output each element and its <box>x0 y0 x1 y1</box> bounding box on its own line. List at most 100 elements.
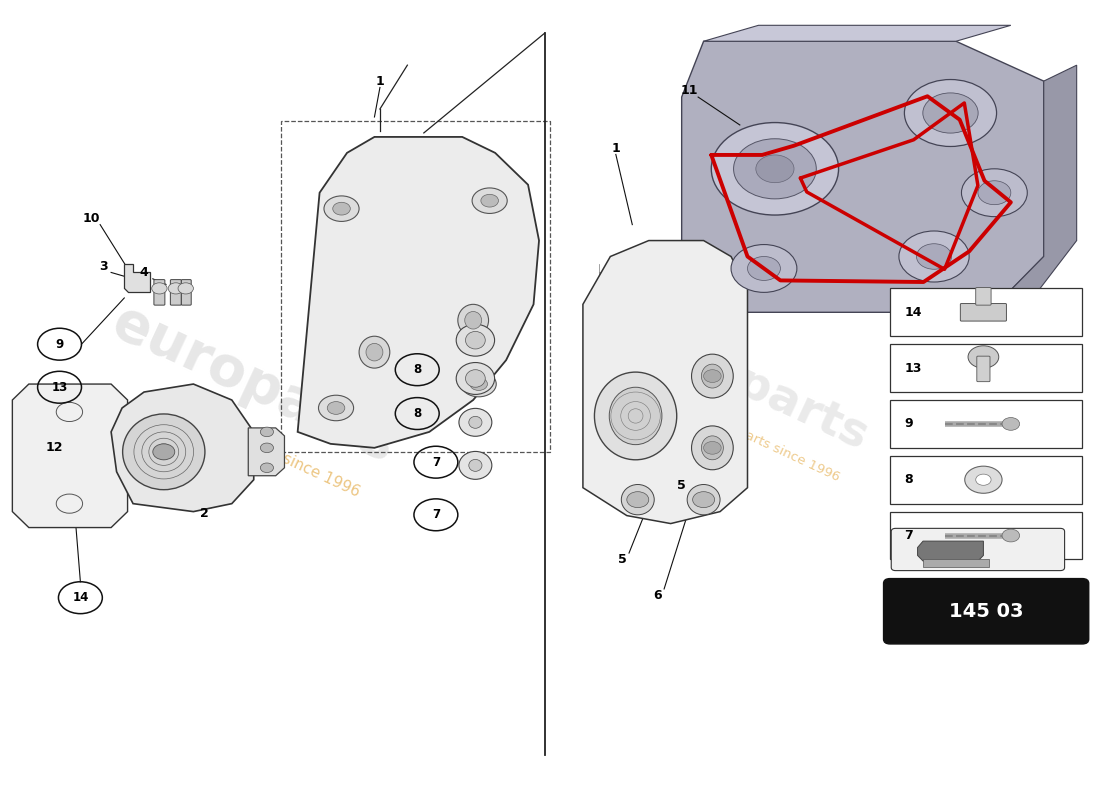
Circle shape <box>332 202 350 215</box>
Text: 9: 9 <box>904 418 913 430</box>
Circle shape <box>461 371 496 397</box>
Ellipse shape <box>459 408 492 436</box>
Circle shape <box>916 244 952 270</box>
Text: 2: 2 <box>200 506 209 520</box>
Text: a passion for parts since 1996: a passion for parts since 1996 <box>145 388 362 499</box>
Circle shape <box>319 395 353 421</box>
Circle shape <box>899 231 969 282</box>
Circle shape <box>470 378 487 390</box>
Text: 12: 12 <box>45 442 63 454</box>
Ellipse shape <box>702 364 724 388</box>
Ellipse shape <box>609 387 662 445</box>
Ellipse shape <box>465 331 485 349</box>
Ellipse shape <box>621 485 654 515</box>
Circle shape <box>904 79 997 146</box>
Ellipse shape <box>359 336 389 368</box>
Polygon shape <box>583 241 748 523</box>
Text: 5: 5 <box>678 479 686 492</box>
Ellipse shape <box>456 324 495 356</box>
FancyBboxPatch shape <box>890 400 1082 448</box>
Circle shape <box>261 427 274 437</box>
FancyBboxPatch shape <box>890 344 1082 392</box>
Polygon shape <box>12 384 128 527</box>
Ellipse shape <box>469 459 482 471</box>
Circle shape <box>756 155 794 182</box>
Text: a passion for parts since 1996: a passion for parts since 1996 <box>653 387 842 484</box>
Polygon shape <box>989 65 1077 312</box>
Circle shape <box>976 474 991 486</box>
Ellipse shape <box>456 362 495 394</box>
Text: 8: 8 <box>414 407 421 420</box>
Polygon shape <box>682 42 1044 312</box>
Text: 14: 14 <box>904 306 922 319</box>
Text: 4: 4 <box>140 266 148 279</box>
Ellipse shape <box>692 354 734 398</box>
Polygon shape <box>704 26 1011 42</box>
Text: 6: 6 <box>653 589 662 602</box>
Circle shape <box>923 93 978 133</box>
Circle shape <box>693 492 715 508</box>
Text: 7: 7 <box>432 508 440 522</box>
FancyBboxPatch shape <box>890 512 1082 559</box>
Text: 13: 13 <box>52 381 68 394</box>
FancyBboxPatch shape <box>890 288 1082 336</box>
Circle shape <box>472 188 507 214</box>
Circle shape <box>261 463 274 473</box>
Text: 13: 13 <box>904 362 922 374</box>
Polygon shape <box>124 265 150 292</box>
Circle shape <box>748 257 780 281</box>
Text: 11: 11 <box>681 84 698 97</box>
Circle shape <box>1002 418 1020 430</box>
FancyBboxPatch shape <box>976 287 991 305</box>
Circle shape <box>178 283 194 294</box>
Circle shape <box>712 122 838 215</box>
Text: 1: 1 <box>375 74 384 88</box>
Text: 145 03: 145 03 <box>949 602 1023 621</box>
Circle shape <box>261 443 274 453</box>
Text: 9: 9 <box>55 338 64 350</box>
Text: 5: 5 <box>618 553 627 566</box>
Circle shape <box>168 283 184 294</box>
Text: 1: 1 <box>612 142 620 155</box>
FancyBboxPatch shape <box>891 528 1065 570</box>
FancyBboxPatch shape <box>977 356 990 382</box>
Text: 7: 7 <box>904 529 913 542</box>
Polygon shape <box>298 137 539 448</box>
Circle shape <box>152 283 167 294</box>
Text: 3: 3 <box>99 259 108 273</box>
FancyBboxPatch shape <box>154 280 165 305</box>
Text: 8: 8 <box>414 363 421 376</box>
Circle shape <box>328 402 344 414</box>
FancyBboxPatch shape <box>960 303 1006 321</box>
Circle shape <box>704 442 722 454</box>
FancyBboxPatch shape <box>182 280 191 305</box>
Circle shape <box>965 466 1002 494</box>
Circle shape <box>324 196 359 222</box>
Circle shape <box>961 169 1027 217</box>
FancyBboxPatch shape <box>923 559 989 567</box>
Ellipse shape <box>469 416 482 428</box>
Circle shape <box>153 444 175 460</box>
Circle shape <box>481 194 498 207</box>
Polygon shape <box>111 384 254 512</box>
Text: 8: 8 <box>904 474 913 486</box>
Ellipse shape <box>122 414 205 490</box>
Ellipse shape <box>366 343 383 361</box>
Ellipse shape <box>688 485 720 515</box>
Text: 7: 7 <box>432 456 440 469</box>
Ellipse shape <box>458 304 488 336</box>
Circle shape <box>732 245 796 292</box>
Polygon shape <box>917 541 983 561</box>
Ellipse shape <box>692 426 734 470</box>
Text: 14: 14 <box>73 591 89 604</box>
FancyBboxPatch shape <box>883 578 1089 644</box>
Ellipse shape <box>702 436 724 460</box>
Ellipse shape <box>465 370 485 387</box>
FancyBboxPatch shape <box>890 456 1082 504</box>
Ellipse shape <box>459 451 492 479</box>
Text: europarts: europarts <box>103 294 404 474</box>
Text: 10: 10 <box>82 212 100 225</box>
Ellipse shape <box>464 311 482 329</box>
Circle shape <box>734 138 816 199</box>
Circle shape <box>627 492 649 508</box>
